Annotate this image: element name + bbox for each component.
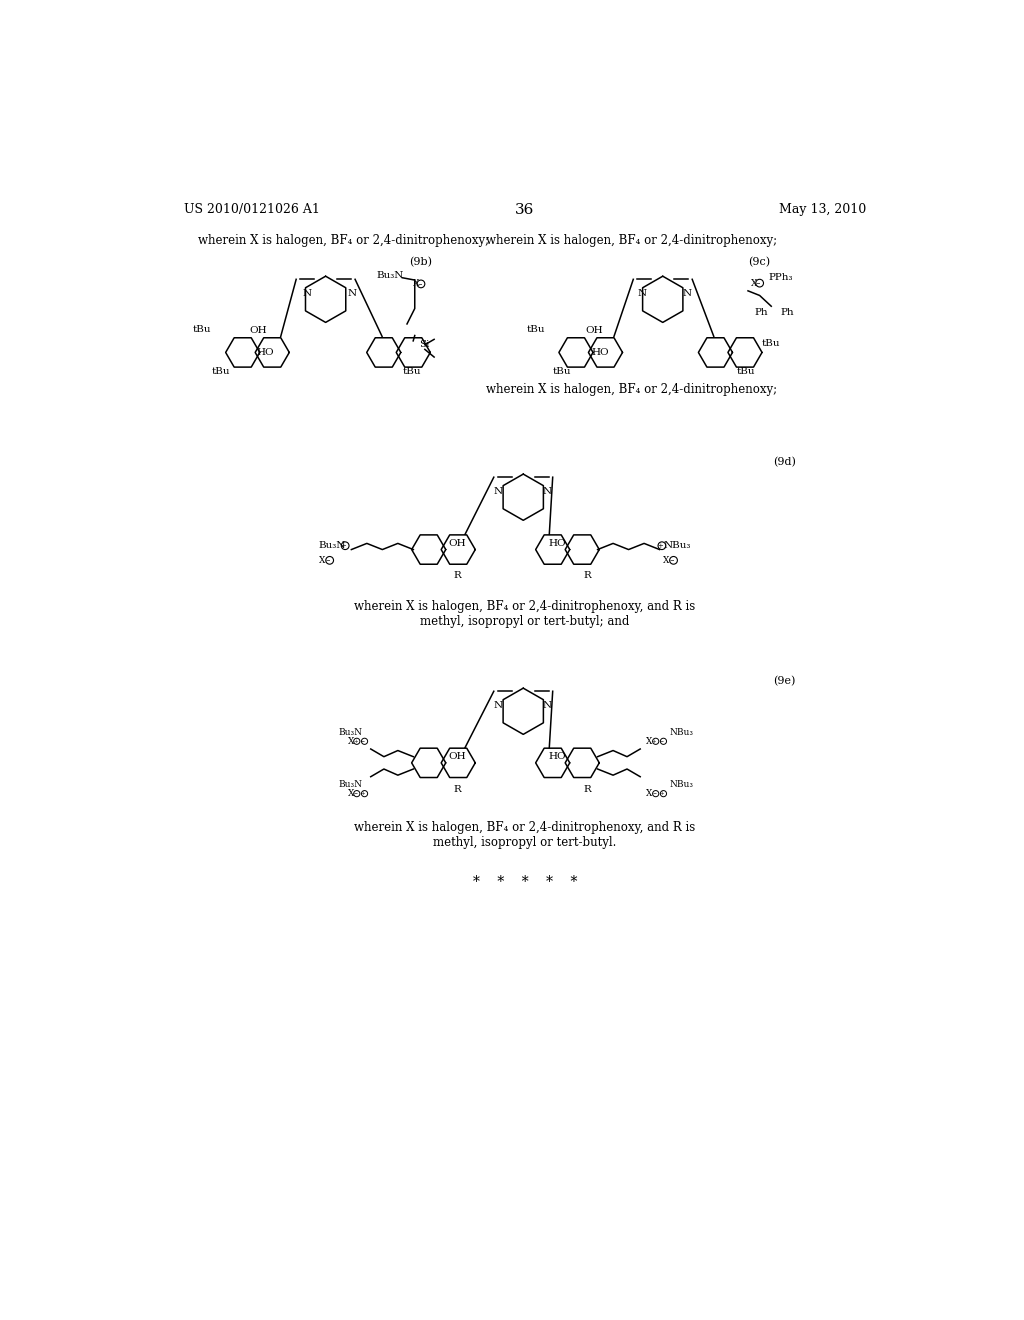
Text: +: + [341,541,346,549]
Text: −: − [652,791,656,796]
Text: X: X [646,737,652,746]
Text: HO: HO [257,348,274,356]
Text: N: N [494,487,503,495]
Text: NBu₃: NBu₃ [670,780,693,789]
Text: X: X [318,556,326,565]
Text: N: N [494,701,503,710]
Text: X: X [664,556,670,565]
Text: Bu₃N: Bu₃N [318,541,346,550]
Text: tBu: tBu [762,339,780,347]
Text: PPh₃: PPh₃ [768,273,793,282]
Text: −: − [326,558,331,562]
Text: HO: HO [549,539,566,548]
Text: +: + [659,791,665,796]
Text: (9b): (9b) [410,257,432,267]
Text: N: N [637,289,646,297]
Text: wherein X is halogen, BF₄ or 2,4-dinitrophenoxy;: wherein X is halogen, BF₄ or 2,4-dinitro… [486,383,777,396]
Text: tBu: tBu [193,325,211,334]
Text: OH: OH [449,752,467,762]
Text: +: + [360,791,366,796]
Text: R: R [454,785,461,795]
Text: X: X [347,789,354,799]
Text: OH: OH [586,326,603,335]
Text: X: X [646,789,652,799]
Text: N: N [543,487,552,495]
Text: −: − [353,791,357,796]
Text: (9e): (9e) [773,676,796,686]
Text: +: + [652,739,656,743]
Text: wherein X is halogen, BF₄ or 2,4-dinitrophenoxy;: wherein X is halogen, BF₄ or 2,4-dinitro… [486,234,777,247]
Text: NBu₃: NBu₃ [664,541,691,550]
Text: −: − [360,739,365,743]
Text: X: X [347,737,354,746]
Text: tBu: tBu [527,325,546,334]
Text: wherein X is halogen, BF₄ or 2,4-dinitrophenoxy;: wherein X is halogen, BF₄ or 2,4-dinitro… [198,234,488,247]
Text: N: N [683,289,692,297]
Text: wherein X is halogen, BF₄ or 2,4-dinitrophenoxy, and R is
methyl, isopropyl or t: wherein X is halogen, BF₄ or 2,4-dinitro… [354,821,695,849]
Text: (9d): (9d) [773,457,797,467]
Text: tBu: tBu [553,367,571,376]
Text: N: N [347,289,356,297]
Text: Bu₃N: Bu₃N [376,271,403,280]
Text: −: − [670,558,674,562]
Text: −: − [417,281,422,286]
Text: X: X [751,279,758,288]
Text: tBu: tBu [212,367,230,376]
Text: HO: HO [549,752,566,762]
Text: R: R [454,572,461,581]
Text: N: N [302,289,311,297]
Text: US 2010/0121026 A1: US 2010/0121026 A1 [183,203,319,216]
Text: tBu: tBu [403,367,422,376]
Text: OH: OH [449,539,467,548]
Text: Bu₃N: Bu₃N [338,780,362,789]
Text: (9c): (9c) [748,257,770,267]
Text: R: R [584,785,592,795]
Text: R: R [584,572,592,581]
Text: May 13, 2010: May 13, 2010 [778,203,866,216]
Text: NBu₃: NBu₃ [670,727,693,737]
Text: Bu₃N: Bu₃N [338,727,362,737]
Text: −: − [659,739,664,743]
Text: OH: OH [250,326,267,335]
Text: Si: Si [419,341,429,350]
Text: tBu: tBu [737,367,756,376]
Text: *    *    *    *    *: * * * * * [473,875,577,888]
Text: −: − [756,281,761,285]
Text: 36: 36 [515,203,535,216]
Text: Ph: Ph [755,308,768,317]
Text: wherein X is halogen, BF₄ or 2,4-dinitrophenoxy, and R is
methyl, isopropyl or t: wherein X is halogen, BF₄ or 2,4-dinitro… [354,601,695,628]
Text: +: + [353,739,357,743]
Text: HO: HO [592,348,609,356]
Text: +: + [657,541,664,549]
Text: Ph: Ph [780,308,795,317]
Text: N: N [543,701,552,710]
Text: X: X [414,280,420,288]
